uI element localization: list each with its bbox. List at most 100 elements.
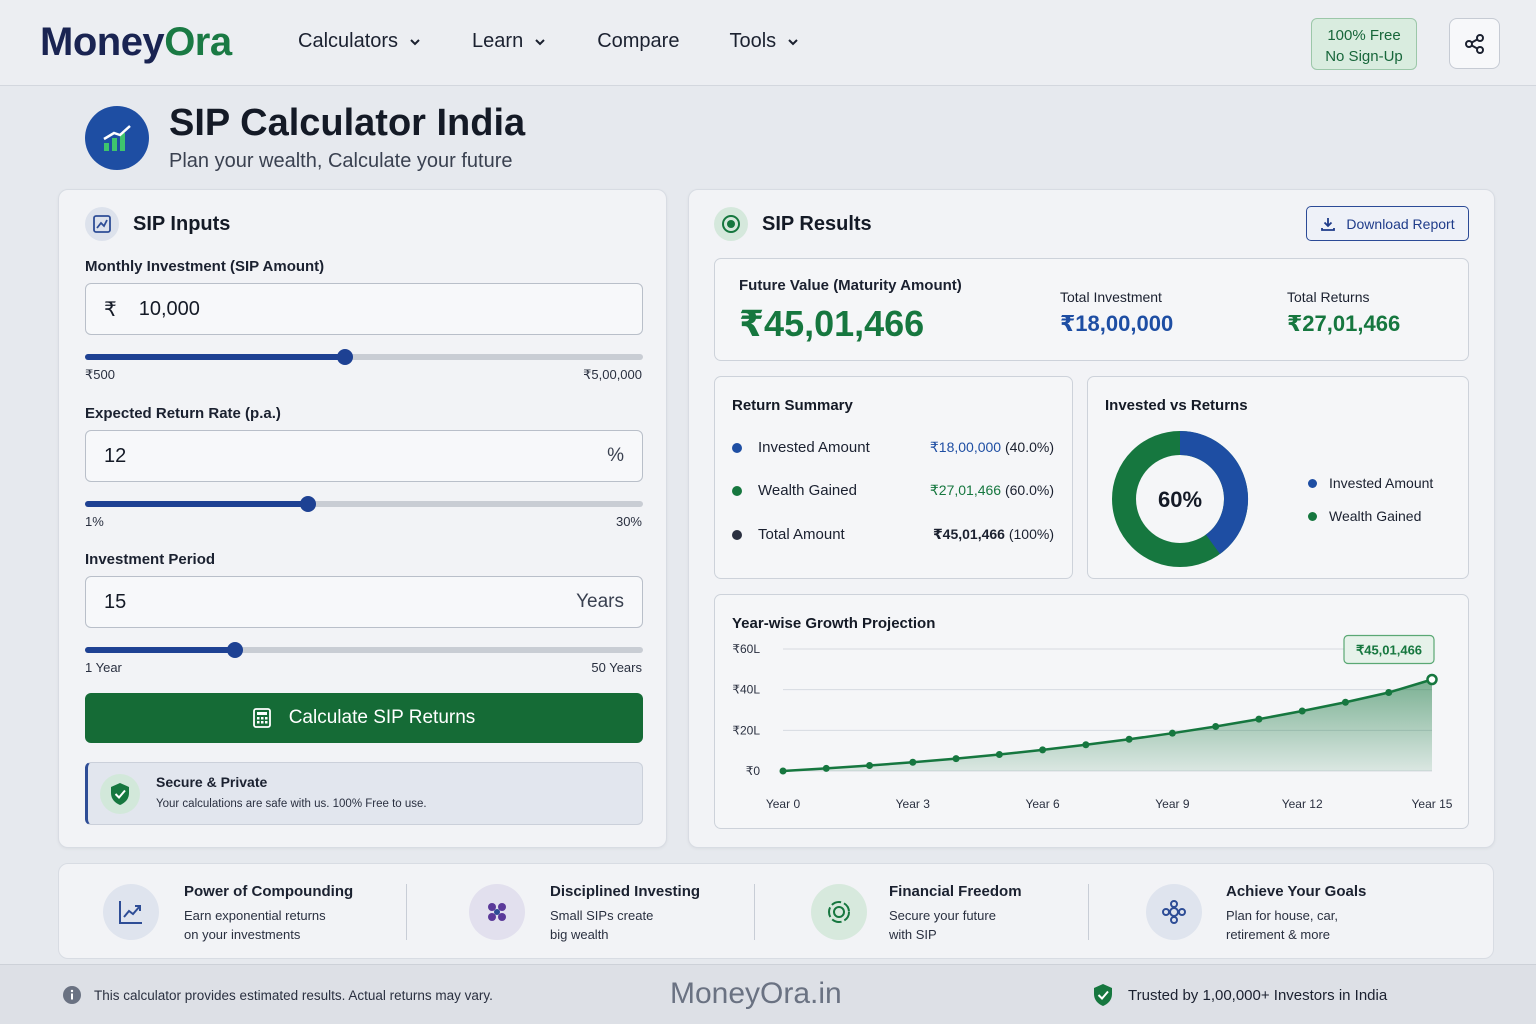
x-tick-label: Year 12 <box>1282 797 1323 811</box>
nav-learn[interactable]: Learn <box>472 30 547 53</box>
main-nav: Calculators Learn Compare Tools <box>298 30 850 53</box>
investment-period-slider[interactable] <box>85 642 643 658</box>
monthly-investment-label: Monthly Investment (SIP Amount) <box>85 258 325 275</box>
growth-data-point <box>1212 722 1220 730</box>
total-dot <box>732 529 742 540</box>
footer-brand[interactable]: MoneyOra.in <box>670 977 842 1010</box>
cycle-money-icon <box>811 884 867 940</box>
slider-thumb[interactable] <box>227 642 244 658</box>
brand-logo[interactable]: MoneyOra <box>40 20 232 64</box>
calculator-icon <box>252 708 271 728</box>
growth-data-point <box>1082 741 1090 749</box>
disclaimer: This calculator provides estimated resul… <box>62 985 493 1005</box>
monthly-min: ₹500 <box>85 367 115 382</box>
bar-chart-logo-icon <box>85 106 149 170</box>
trend-up-icon <box>103 884 159 940</box>
invested-vs-returns-box: Invested vs Returns 60% Invested Amount … <box>1087 376 1469 579</box>
years-suffix: Years <box>576 591 624 612</box>
nav-compare[interactable]: Compare <box>597 30 680 52</box>
footer: This calculator provides estimated resul… <box>0 964 1536 1024</box>
slider-fill <box>85 501 308 507</box>
rate-max: 30% <box>615 514 642 529</box>
return-summary-title: Return Summary <box>732 397 853 414</box>
growth-data-point <box>779 767 787 775</box>
monthly-investment-input[interactable]: ₹ 10,000 <box>85 283 643 335</box>
growth-data-point <box>995 751 1003 759</box>
calculator-chart-icon <box>85 207 119 241</box>
share-icon <box>1464 33 1484 54</box>
page-subtitle: Plan your wealth, Calculate your future <box>169 150 513 172</box>
total-investment-amount: ₹18,00,000 <box>1060 311 1174 336</box>
monthly-max: ₹5,00,000 <box>583 367 642 382</box>
summary-row-gained: Wealth Gained ₹27,01,466 (60.0%) <box>732 482 1054 499</box>
summary-row-total: Total Amount ₹45,01,466 (100%) <box>732 526 1054 543</box>
growth-series-line <box>782 678 1433 773</box>
sip-inputs-panel: SIP Inputs Monthly Investment (SIP Amoun… <box>58 189 667 848</box>
feature-divider <box>754 884 755 940</box>
target-money-icon <box>714 207 748 241</box>
investment-period-input[interactable]: 15 Years <box>85 576 643 628</box>
total-returns-label: Total Returns <box>1287 289 1370 305</box>
donut-title: Invested vs Returns <box>1105 397 1248 414</box>
percent-suffix: % <box>607 445 624 466</box>
key-results-box: Future Value (Maturity Amount) ₹45,01,46… <box>714 258 1469 361</box>
feature-divider <box>406 884 407 940</box>
annotation-label: ₹45,01,466 <box>1356 643 1422 658</box>
slider-thumb[interactable] <box>299 496 316 512</box>
shield-check-icon <box>1094 984 1112 1006</box>
legend-invested: Invested Amount <box>1308 475 1433 491</box>
future-value-amount: ₹45,01,466 <box>739 303 925 344</box>
molecule-icon <box>469 884 525 940</box>
growth-area-fill <box>783 679 1432 771</box>
x-tick-label: Year 3 <box>896 797 931 811</box>
growth-data-point <box>1125 735 1133 743</box>
summary-row-invested: Invested Amount ₹18,00,000 (40.0%) <box>732 439 1054 456</box>
feature-disciplined: Disciplined Investing Small SIPs create … <box>469 864 769 960</box>
legend-gained: Wealth Gained <box>1308 508 1421 524</box>
growth-data-point <box>1039 746 1047 754</box>
slider-thumb[interactable] <box>337 349 354 365</box>
slider-fill <box>85 354 346 360</box>
y-tick-label: ₹60L <box>732 642 760 656</box>
return-summary-box: Return Summary Invested Amount ₹18,00,00… <box>714 376 1073 579</box>
x-tick-label: Year 6 <box>1025 797 1060 811</box>
invested-dot <box>732 442 742 453</box>
chevron-down-icon <box>535 38 545 45</box>
growth-area-chart: ₹0 ₹20L ₹40L ₹60L Year 0 Year 3 Year 6 Year 9 Ye… <box>732 634 1453 811</box>
monthly-investment-slider[interactable] <box>85 349 643 365</box>
annotation-box <box>1343 634 1435 665</box>
growth-projection-box: Year-wise Growth Projection ₹0 ₹20L ₹40L ₹6… <box>714 594 1469 829</box>
calculate-button[interactable]: Calculate SIP Returns <box>85 693 643 743</box>
nav-calculators[interactable]: Calculators <box>298 30 422 53</box>
donut-chart: 60% <box>1112 431 1248 567</box>
feature-goals: Achieve Your Goals Plan for house, car, … <box>1146 864 1446 960</box>
x-tick-label: Year 9 <box>1155 797 1190 811</box>
return-rate-input[interactable]: 12 % <box>85 430 643 482</box>
future-value-label: Future Value (Maturity Amount) <box>739 277 962 294</box>
top-navbar: MoneyOra Calculators Learn Compare Tools… <box>0 0 1536 86</box>
rupee-prefix: ₹ <box>104 298 117 321</box>
growth-data-point <box>1255 715 1263 723</box>
page-title: SIP Calculator India <box>169 102 526 144</box>
download-report-button[interactable]: Download Report <box>1306 206 1469 241</box>
growth-data-point <box>952 755 960 763</box>
secure-private-notice: Secure & Private Your calculations are s… <box>85 762 643 825</box>
growth-data-point <box>909 758 917 766</box>
free-badge: 100% Free No Sign-Up <box>1311 18 1417 70</box>
info-icon <box>63 986 81 1004</box>
nav-tools[interactable]: Tools <box>729 30 800 53</box>
growth-data-point <box>1385 689 1393 697</box>
growth-data-point <box>1298 707 1306 715</box>
period-min: 1 Year <box>85 660 122 675</box>
return-rate-slider[interactable] <box>85 496 643 512</box>
y-tick-label: ₹40L <box>732 683 760 697</box>
feature-divider <box>1088 884 1089 940</box>
share-button[interactable] <box>1449 18 1500 69</box>
feature-compounding: Power of Compounding Earn exponential re… <box>103 864 403 960</box>
gained-dot <box>732 485 742 496</box>
period-max: 50 Years <box>591 660 642 675</box>
donut-invested-slice <box>1179 431 1248 555</box>
chevron-down-icon <box>788 38 798 45</box>
x-tick-label: Year 0 <box>766 797 801 811</box>
results-heading: SIP Results <box>714 207 872 241</box>
